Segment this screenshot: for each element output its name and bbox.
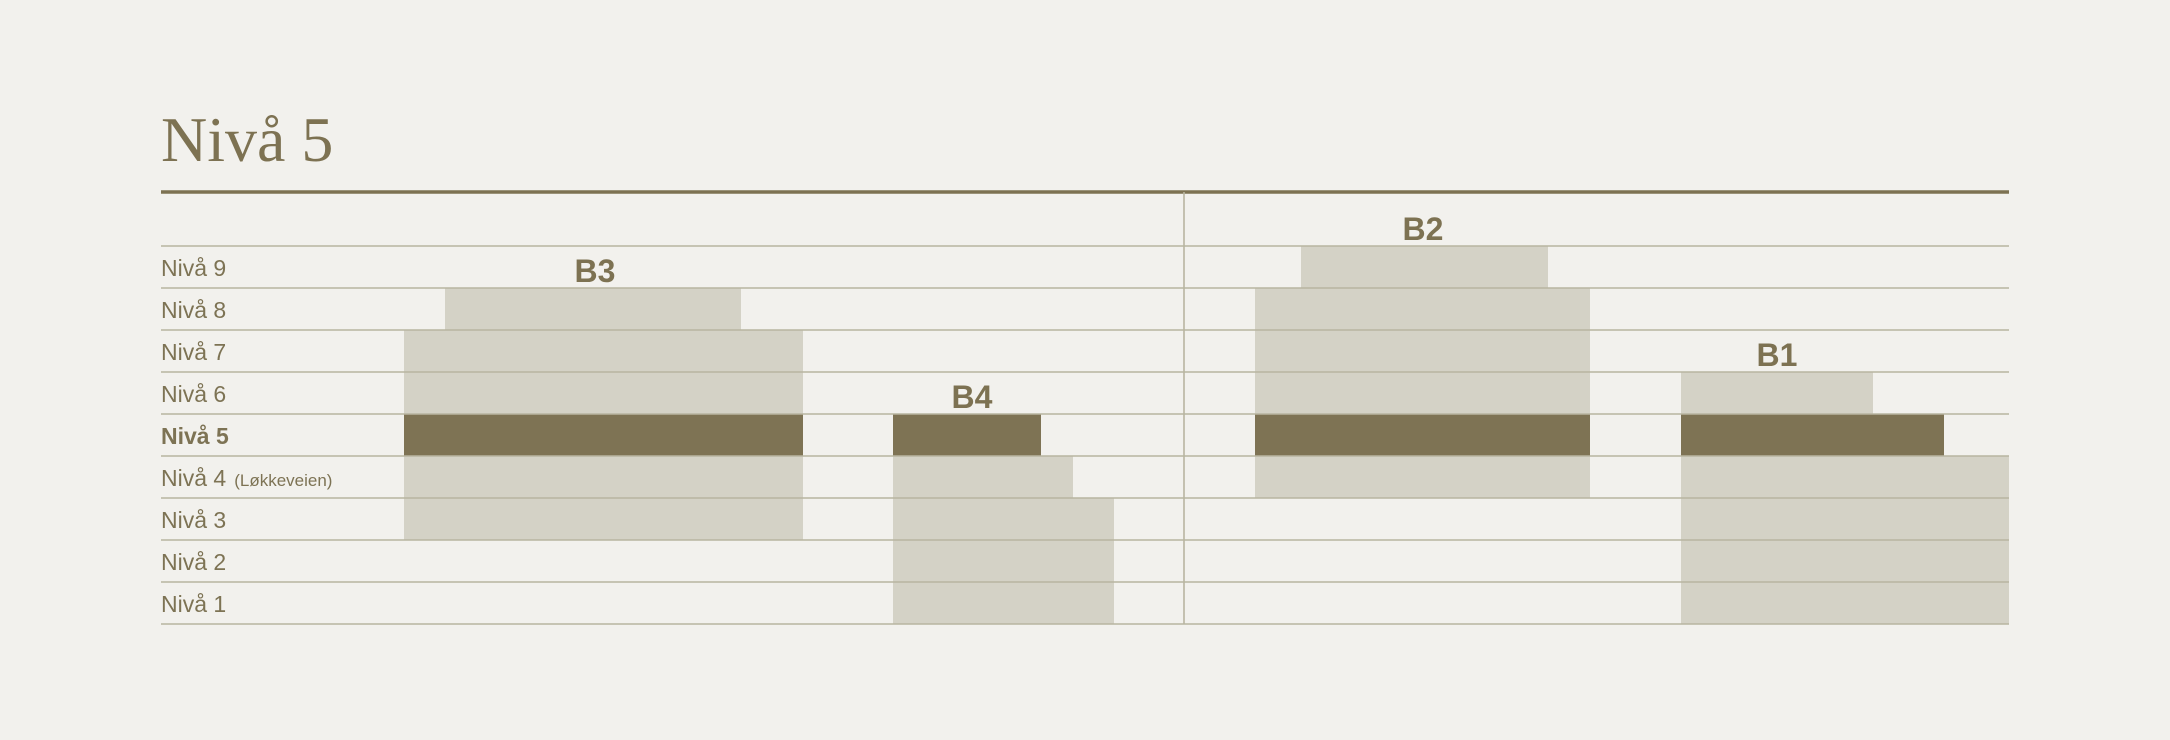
block-b1-level-6 (1681, 372, 1873, 414)
building-label-b3: B3 (575, 253, 616, 289)
block-b3-level-8 (445, 288, 741, 330)
block-b3-level-3 (404, 498, 803, 540)
block-b4-level-5 (893, 414, 1041, 456)
level-label-5: Nivå 5 (161, 423, 229, 449)
block-b2-level-9 (1301, 246, 1548, 288)
building-blocks (404, 246, 2009, 624)
level-label-7: Nivå 7 (161, 339, 226, 365)
block-b2-level-4 (1255, 456, 1590, 498)
block-b2-level-5 (1255, 414, 1590, 456)
block-b1-level-1 (1681, 582, 2009, 624)
block-b4-level-1 (893, 582, 1114, 624)
level-label-4: Nivå 4 (Løkkeveien) (161, 465, 332, 491)
level-label-9: Nivå 9 (161, 255, 226, 281)
level-label-1: Nivå 1 (161, 591, 226, 617)
level-labels: Nivå 9 Nivå 8 Nivå 7 Nivå 6 Nivå 5 Nivå 4 (Løk… (161, 255, 332, 617)
block-b2-level-8 (1255, 288, 1590, 330)
block-b2-level-7 (1255, 330, 1590, 372)
building-label-b1: B1 (1757, 337, 1798, 373)
block-b4-level-2 (893, 540, 1114, 582)
level-label-3: Nivå 3 (161, 507, 226, 533)
block-b3-level-6 (404, 372, 803, 414)
block-b4-level-3 (893, 498, 1114, 540)
building-label-b2: B2 (1403, 211, 1444, 247)
building-label-b4: B4 (952, 379, 993, 415)
building-labels: B3 B4 B2 B1 (575, 211, 1798, 415)
block-b3-level-5 (404, 414, 803, 456)
block-b1-level-3 (1681, 498, 2009, 540)
level-label-6: Nivå 6 (161, 381, 226, 407)
level-note: (Løkkeveien) (234, 471, 332, 490)
level-label-8: Nivå 8 (161, 297, 226, 323)
level-label-2: Nivå 2 (161, 549, 226, 575)
block-b3-level-7 (404, 330, 803, 372)
block-b2-level-6 (1255, 372, 1590, 414)
block-b4-level-4 (893, 456, 1073, 498)
page-title: Nivå 5 (161, 104, 334, 175)
level-grid (161, 190, 2009, 625)
block-b1-level-5 (1681, 414, 1944, 456)
block-b1-level-2 (1681, 540, 2009, 582)
block-b3-level-4 (404, 456, 803, 498)
block-b1-level-4 (1681, 456, 2009, 498)
